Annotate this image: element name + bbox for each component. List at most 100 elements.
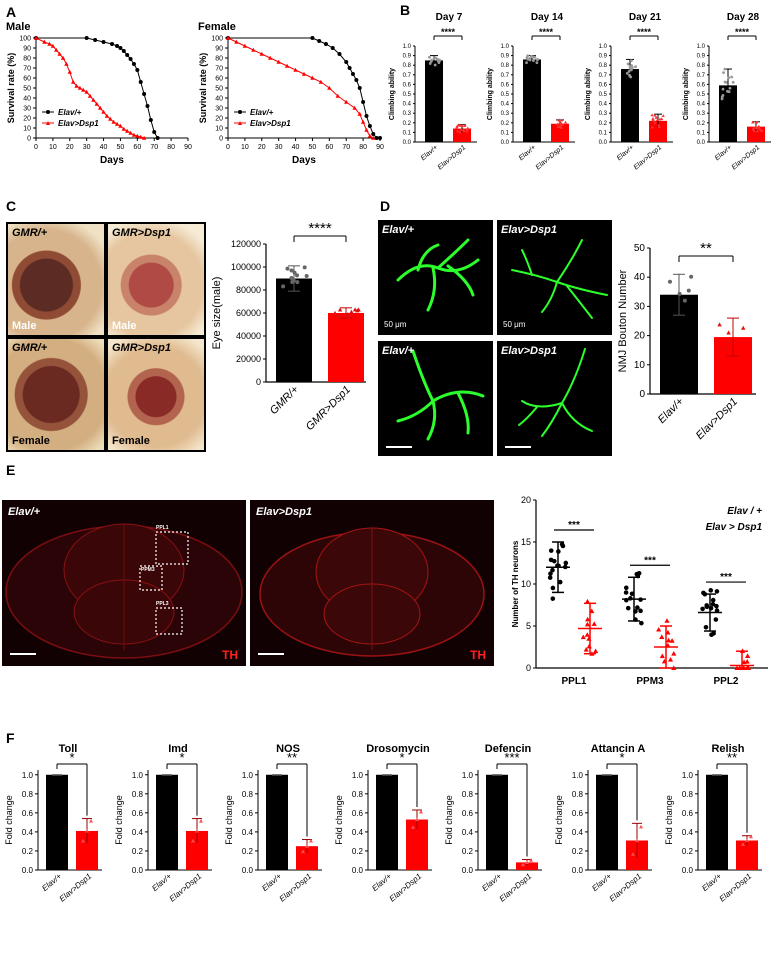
data-point bbox=[728, 86, 732, 90]
data-point bbox=[411, 825, 415, 829]
data-point bbox=[559, 122, 563, 126]
eye-photo-male-control: GMR/+ Male bbox=[6, 222, 106, 337]
x-tick-label: 50 bbox=[117, 144, 125, 151]
survival-point-mutant bbox=[67, 69, 72, 74]
y-tick-label: 0.2 bbox=[132, 847, 144, 856]
sig-label: * bbox=[399, 750, 404, 765]
x-tick-label: 0 bbox=[226, 144, 230, 151]
data-point bbox=[547, 575, 553, 580]
data-point bbox=[195, 828, 199, 833]
y-tick-label: 1.0 bbox=[462, 771, 474, 780]
y-tick-label: 0.4 bbox=[682, 828, 694, 837]
y-tick-label: 0.0 bbox=[352, 866, 364, 875]
data-point bbox=[419, 809, 423, 814]
survival-point-mutant bbox=[367, 133, 373, 138]
panel-letter-c: C bbox=[6, 198, 17, 214]
y-tick-label: 30 bbox=[23, 106, 31, 113]
data-point bbox=[532, 55, 536, 59]
y-tick-label: 50 bbox=[215, 86, 223, 93]
bar bbox=[46, 774, 68, 870]
panel-letter-d: D bbox=[380, 198, 391, 214]
survival-point-control bbox=[367, 124, 372, 128]
data-point bbox=[635, 838, 639, 843]
y-tick-label: 0.1 bbox=[403, 130, 412, 136]
sig-label: **** bbox=[637, 27, 652, 37]
y-tick-label: 20 bbox=[215, 116, 223, 123]
y-tick-label: 1.0 bbox=[599, 44, 608, 50]
data-point bbox=[456, 129, 460, 133]
data-point bbox=[428, 62, 432, 65]
y-tick-label: 0.4 bbox=[242, 828, 254, 837]
bar bbox=[266, 774, 288, 870]
gene-title: Attancin A bbox=[591, 743, 646, 755]
survival-point-control bbox=[337, 52, 342, 56]
day-title: Day 28 bbox=[727, 12, 760, 23]
survival-point-mutant bbox=[138, 134, 143, 139]
data-point bbox=[689, 274, 694, 279]
data-point bbox=[461, 127, 466, 131]
y-tick-label: 0.7 bbox=[403, 73, 412, 79]
x-tick-label: 90 bbox=[376, 144, 384, 151]
x-tick-label: 20 bbox=[66, 144, 74, 151]
data-point bbox=[714, 603, 719, 609]
panel-letter-a: A bbox=[6, 4, 17, 20]
data-point bbox=[304, 273, 309, 278]
y-tick-label: 100 bbox=[211, 36, 223, 43]
survival-point-mutant bbox=[84, 89, 89, 94]
data-point bbox=[563, 120, 568, 124]
survival-point-control bbox=[93, 38, 98, 42]
y-tick-label: 50 bbox=[23, 86, 31, 93]
y-tick-label: 50 bbox=[634, 243, 646, 254]
data-point bbox=[631, 852, 635, 856]
survival-point-mutant bbox=[310, 75, 315, 80]
data-point bbox=[191, 838, 195, 843]
survival-point-control bbox=[378, 136, 382, 140]
nmj-photo-genotype: Elav/+ bbox=[382, 224, 415, 236]
survival-point-mutant bbox=[364, 127, 369, 132]
bar bbox=[425, 60, 443, 142]
x-tick-label: Elav>Dsp1 bbox=[278, 872, 314, 904]
data-point bbox=[559, 125, 564, 129]
survival-point-mutant bbox=[121, 126, 127, 131]
nmj-branches bbox=[505, 348, 593, 448]
survival-title: Female bbox=[198, 21, 236, 33]
data-point bbox=[295, 273, 300, 278]
data-point bbox=[665, 642, 671, 648]
data-point bbox=[295, 280, 300, 285]
data-point bbox=[630, 65, 633, 69]
survival-point-control bbox=[101, 40, 106, 44]
y-tick-label: 20 bbox=[521, 495, 531, 505]
data-point bbox=[741, 665, 747, 670]
y-tick-label: 0.0 bbox=[599, 140, 608, 146]
y-tick-label: 0.6 bbox=[697, 82, 706, 88]
y-tick-label: 0.4 bbox=[352, 828, 364, 837]
y-tick-label: 0 bbox=[526, 663, 531, 673]
data-point bbox=[727, 76, 731, 80]
nmj-photo-mutant-1: Elav>Dsp1 50 μm bbox=[497, 220, 612, 335]
y-tick-label: 0.6 bbox=[682, 809, 694, 818]
x-tick-label: 70 bbox=[342, 144, 350, 151]
data-point bbox=[584, 632, 590, 637]
data-point bbox=[708, 588, 714, 593]
y-tick-label: 0.6 bbox=[462, 809, 474, 818]
x-tick-label: Elav>Dsp1 bbox=[168, 872, 204, 904]
bar bbox=[186, 830, 208, 870]
x-tick-label: Elav/+ bbox=[656, 395, 687, 426]
y-tick-label: 0.4 bbox=[22, 828, 34, 837]
data-point bbox=[625, 605, 631, 611]
sig-label: * bbox=[179, 750, 184, 765]
y-tick-label: 0.1 bbox=[697, 130, 706, 136]
survival-point-mutant bbox=[242, 43, 248, 48]
legend-marker bbox=[46, 110, 50, 114]
y-tick-label: 0.3 bbox=[697, 111, 706, 117]
data-point bbox=[525, 860, 529, 864]
survival-point-mutant bbox=[357, 111, 362, 116]
y-tick-label: 0.8 bbox=[352, 790, 364, 799]
y-axis-label: Climbing ability bbox=[487, 68, 494, 120]
data-point bbox=[550, 596, 556, 601]
y-tick-label: 0.6 bbox=[22, 809, 34, 818]
data-point bbox=[465, 127, 469, 131]
y-tick-label: 10 bbox=[23, 126, 31, 133]
scale-bar-label: 50 μm bbox=[384, 320, 407, 329]
data-point bbox=[346, 314, 351, 319]
